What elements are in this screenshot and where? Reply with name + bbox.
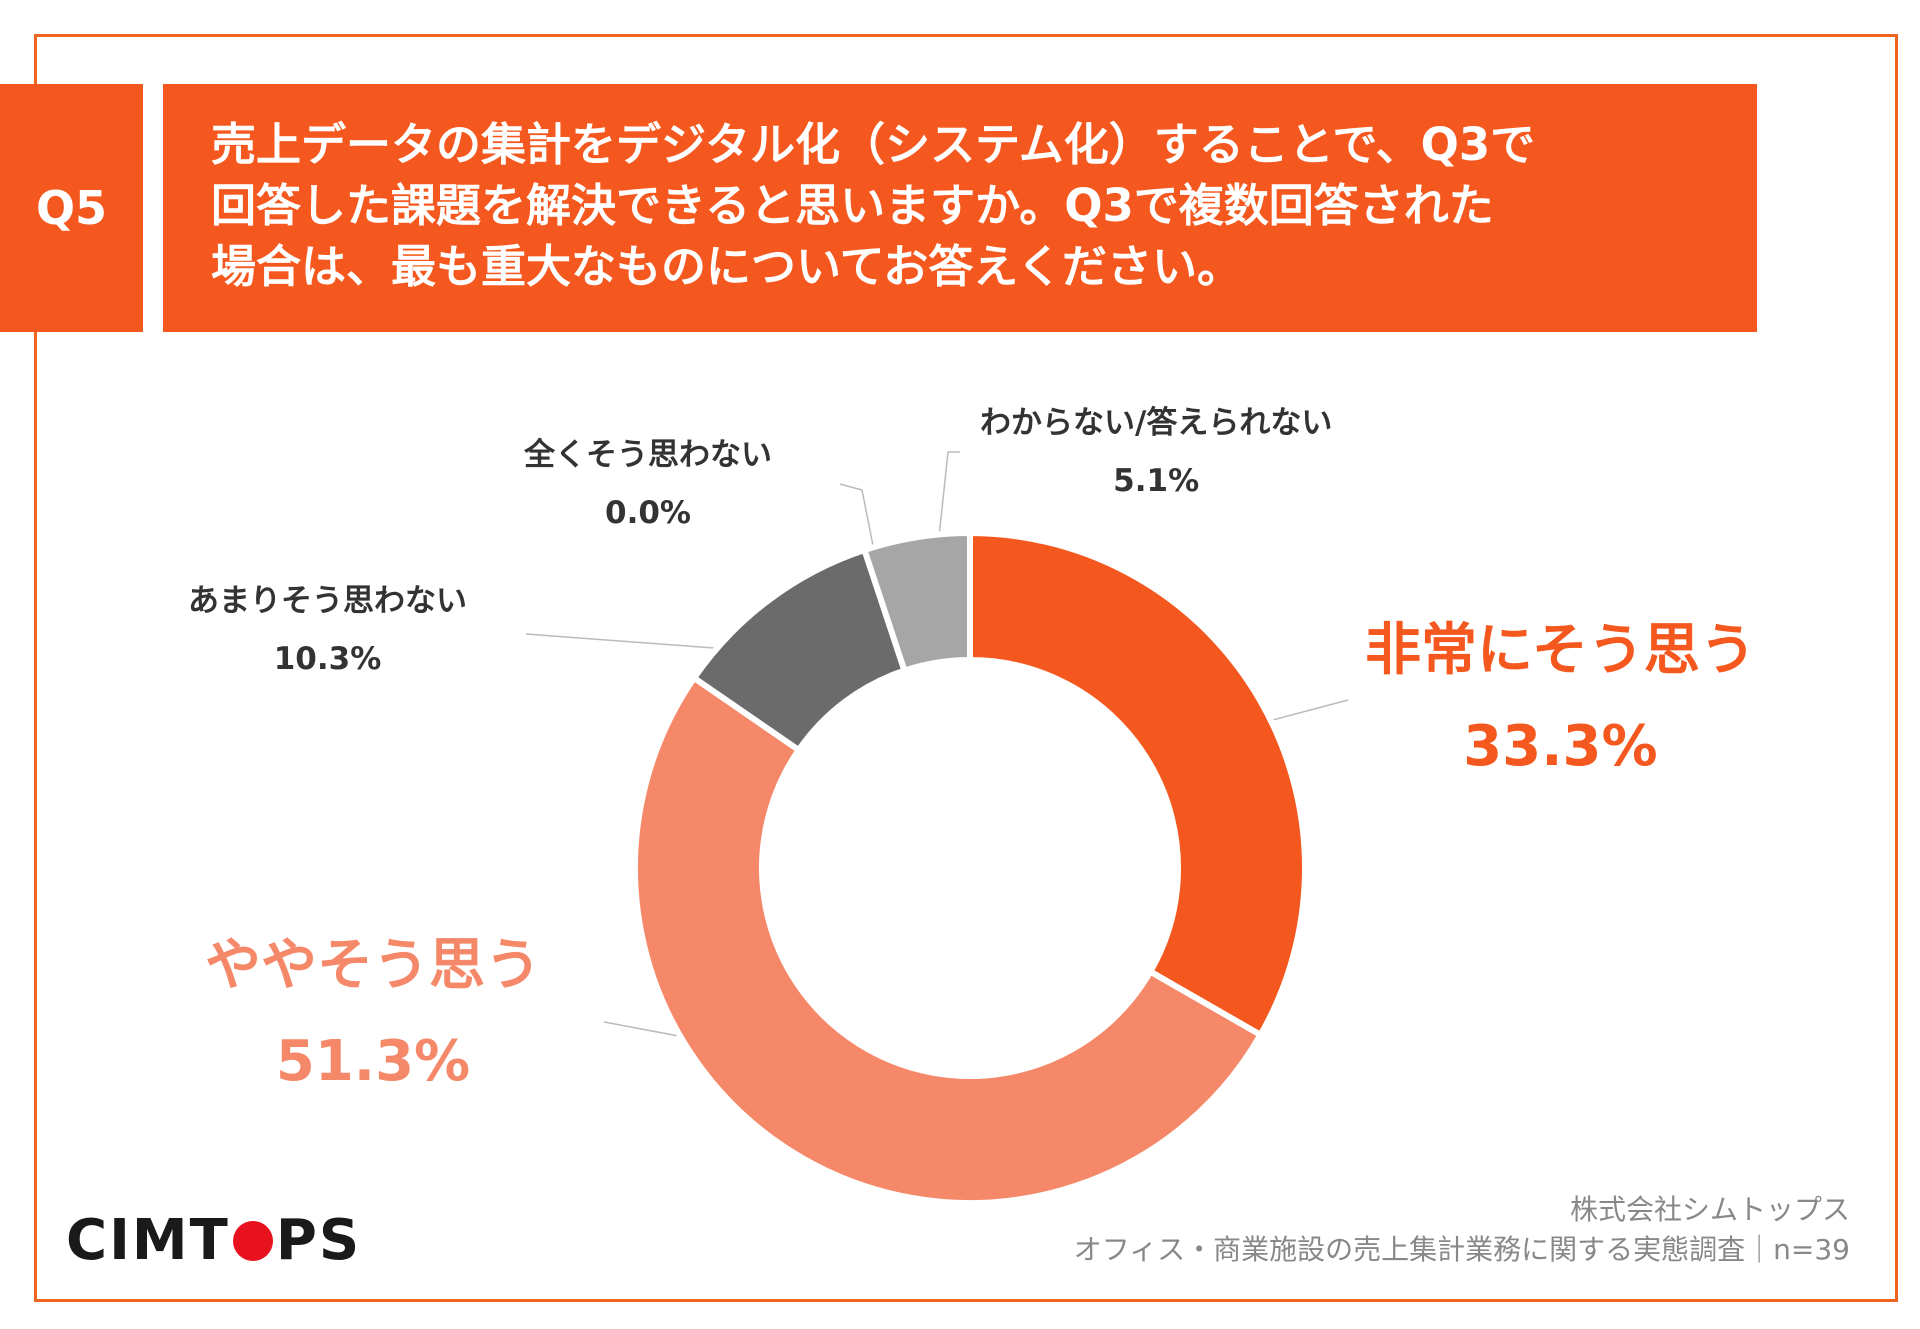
cimtops-logo: CIMT PS — [66, 1211, 361, 1271]
label-not-much-value: 10.3% — [273, 641, 382, 677]
label-dont-know-name: わからない/答えられない — [980, 405, 1333, 441]
source-survey: オフィス・商業施設の売上集計業務に関する実態調査｜n=39 — [1073, 1233, 1850, 1266]
label-very-much-value: 33.3% — [1463, 714, 1658, 779]
question-line-2: 回答した課題を解決できると思いますか。Q3で複数回答された — [211, 179, 1494, 232]
logo-dot-icon — [232, 1221, 273, 1261]
label-very-much-name: 非常にそう思う — [1365, 618, 1756, 683]
question-line-1: 売上データの集計をデジタル化（システム化）することで、Q3で — [211, 118, 1536, 171]
label-not-much: あまりそう思わない 10.3% — [188, 572, 467, 688]
slice-somewhat — [632, 673, 1265, 1206]
label-not-much-name: あまりそう思わない — [188, 583, 467, 619]
label-not-at-all: 全くそう思わない 0.0% — [524, 426, 772, 542]
label-very-much: 非常にそう思う 33.3% — [1365, 603, 1756, 795]
label-dont-know: わからない/答えられない 5.1% — [980, 394, 1332, 510]
source-note: 株式会社シムトップス オフィス・商業施設の売上集計業務に関する実態調査｜n=39 — [1074, 1190, 1850, 1270]
source-company: 株式会社シムトップス — [1569, 1193, 1850, 1226]
label-dont-know-value: 5.1% — [1113, 463, 1200, 499]
label-not-at-all-name: 全くそう思わない — [524, 437, 772, 473]
question-line-3: 場合は、最も重大なものについてお答えください。 — [211, 240, 1242, 293]
logo-text-right: PS — [275, 1208, 362, 1273]
label-somewhat: ややそう思う 51.3% — [205, 918, 541, 1110]
question-text: 売上データの集計をデジタル化（システム化）することで、Q3で 回答した課題を解決… — [163, 84, 1757, 332]
question-badge: Q5 — [0, 84, 143, 332]
leader-dont-know — [936, 451, 960, 557]
slice-dont-know — [860, 529, 973, 675]
label-not-at-all-value: 0.0% — [605, 495, 691, 531]
label-somewhat-name: ややそう思う — [205, 933, 541, 998]
donut-slices — [632, 529, 1308, 1206]
logo-text-left: CIMT — [66, 1208, 230, 1273]
slice-very-much — [967, 529, 1308, 1039]
label-somewhat-value: 51.3% — [275, 1029, 471, 1094]
page-frame — [34, 34, 1898, 1302]
